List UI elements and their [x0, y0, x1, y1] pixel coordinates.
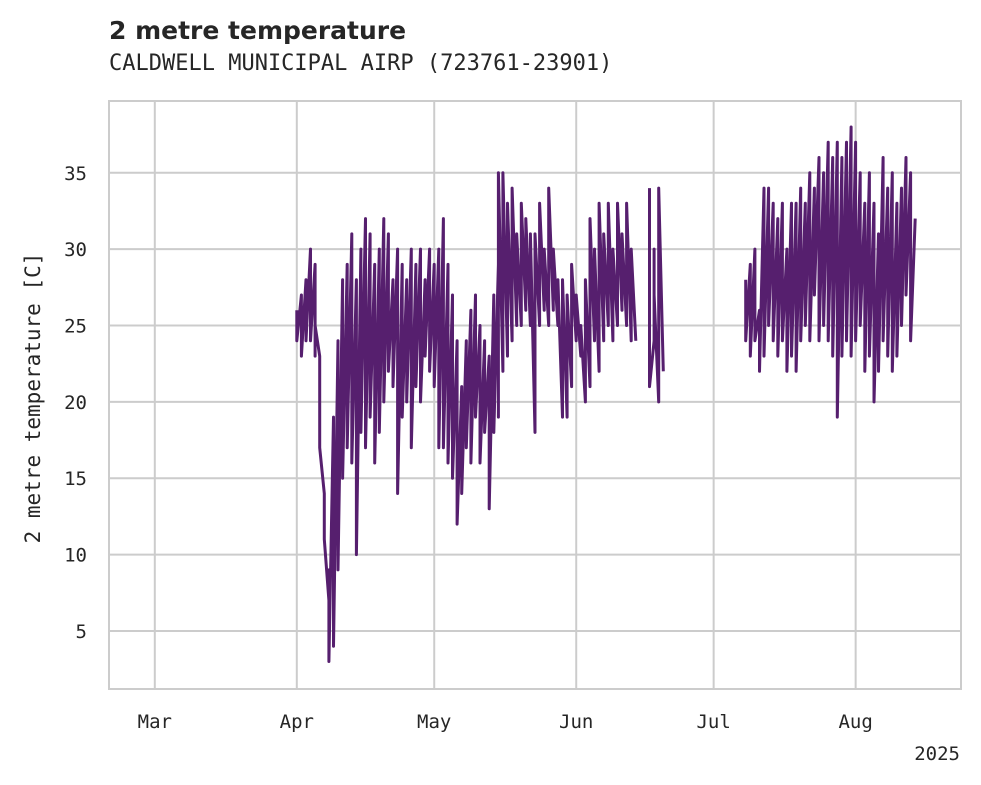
y-axis-label: 2 metre temperature [C] [21, 253, 45, 544]
chart-title: 2 metre temperature [109, 16, 407, 45]
plot-frame [108, 100, 962, 690]
series-line-segment [648, 186, 665, 404]
y-tick-label: 10 [64, 545, 87, 567]
x-axis: Mar Apr May Jun Jul Aug [138, 711, 873, 733]
x-tick-label: Jun [559, 711, 593, 733]
series-line-segment [744, 125, 917, 419]
y-tick-label: 20 [64, 392, 87, 414]
y-tick-label: 35 [64, 163, 87, 185]
x-tick-label: Mar [138, 711, 172, 733]
x-tick-label: Apr [280, 711, 314, 733]
x-tick-label: May [417, 711, 451, 733]
y-axis: 5 10 15 20 25 30 35 [64, 163, 87, 643]
y-tick-label: 25 [64, 316, 87, 338]
series-line-segment [295, 171, 638, 663]
chart-subtitle: CALDWELL MUNICIPAL AIRP (723761-23901) [109, 51, 613, 76]
x-axis-year-label: 2025 [914, 743, 960, 765]
y-tick-label: 30 [64, 239, 87, 261]
series-layer [295, 125, 917, 663]
y-tick-label: 5 [76, 621, 87, 643]
x-tick-label: Jul [696, 711, 730, 733]
x-tick-label: Aug [838, 711, 872, 733]
y-tick-label: 15 [64, 468, 87, 490]
